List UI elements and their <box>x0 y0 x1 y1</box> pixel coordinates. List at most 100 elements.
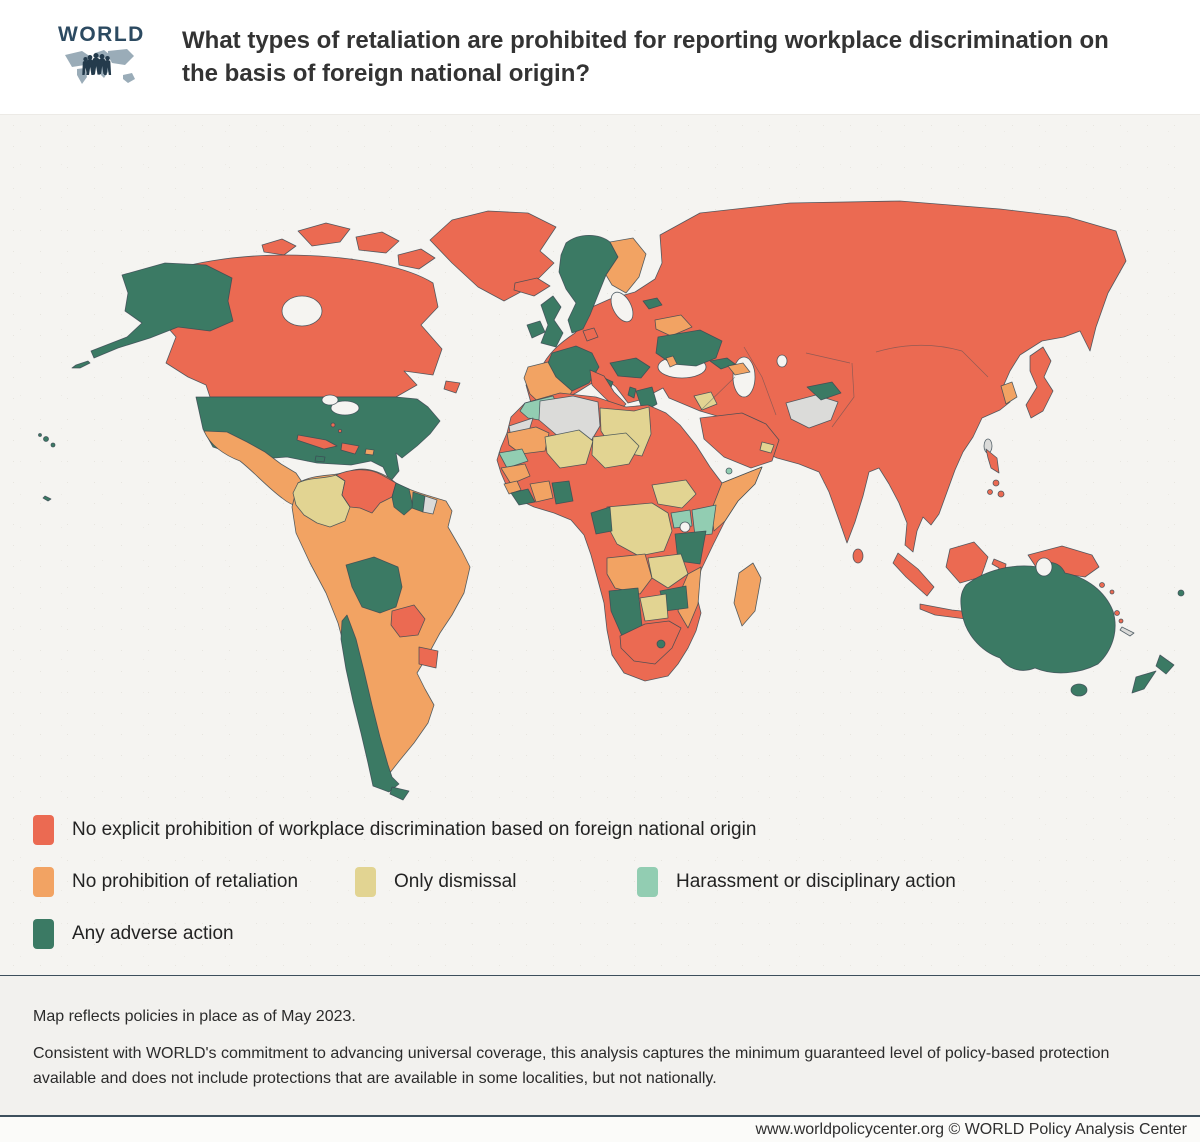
legend-label-no-retaliation: No prohibition of retaliation <box>72 871 299 892</box>
baltic-sea <box>610 291 634 323</box>
legend-row-1: No explicit prohibition of workplace dis… <box>33 815 1200 845</box>
hudson-bay <box>281 295 323 327</box>
legend-label-harassment: Harassment or disciplinary action <box>676 871 956 892</box>
region-ireland <box>526 320 546 339</box>
region-belarus <box>654 314 693 337</box>
region-azerbaijan <box>727 362 751 376</box>
region-south-sudan <box>651 479 697 509</box>
legend-item-only-dismissal: Only dismissal <box>355 867 637 897</box>
legend-label-any-adverse: Any adverse action <box>72 923 234 944</box>
region-paraguay <box>390 604 426 638</box>
region-greenland <box>429 210 557 302</box>
region-gabon-congo <box>590 506 613 535</box>
lake-victoria <box>679 521 691 533</box>
legend-swatch-harassment <box>637 867 658 897</box>
region-philippines <box>985 448 1005 498</box>
legend-swatch-only-dismissal <box>355 867 376 897</box>
region-alaska <box>90 262 234 359</box>
world-map <box>38 200 1185 801</box>
region-french-guiana <box>422 495 438 515</box>
footnote-line2: Consistent with WORLD's commitment to ad… <box>33 1044 1110 1088</box>
region-zambia <box>647 553 689 589</box>
legend-label-no-explicit: No explicit prohibition of workplace dis… <box>72 819 757 840</box>
region-djibouti <box>725 467 733 475</box>
legend-swatch-any-adverse <box>33 919 54 949</box>
region-denmark <box>582 327 599 342</box>
region-chile <box>340 614 400 793</box>
great-lakes <box>330 400 360 416</box>
region-newfoundland <box>443 380 461 394</box>
great-lakes-west <box>321 394 339 406</box>
region-lesotho <box>656 639 666 649</box>
legend-item-harassment: Harassment or disciplinary action <box>637 867 956 897</box>
region-south-korea <box>1000 381 1018 405</box>
region-south-africa <box>619 620 682 665</box>
page-title: What types of retaliation are prohibited… <box>182 24 1109 90</box>
region-pacific-islands <box>42 495 52 502</box>
region-somalia <box>710 466 763 532</box>
region-albania <box>627 386 637 399</box>
region-senegal <box>498 448 529 469</box>
region-uk <box>540 295 564 348</box>
legend-label-only-dismissal: Only dismissal <box>394 871 517 892</box>
legend-item-no-retaliation: No prohibition of retaliation <box>33 867 355 897</box>
region-new-zealand-north <box>1155 654 1175 675</box>
footnote-band: Map reflects policies in place as of May… <box>0 975 1200 1115</box>
region-madagascar <box>733 562 762 627</box>
legend: No explicit prohibition of workplace dis… <box>0 805 1200 949</box>
region-iceland <box>513 277 551 297</box>
legend-row-3: Any adverse action <box>33 919 1200 949</box>
region-jamaica <box>314 455 326 463</box>
world-map-people-icon <box>65 49 135 84</box>
region-sumatra <box>892 552 935 597</box>
region-guyana <box>391 482 414 516</box>
region-kenya <box>691 504 717 537</box>
region-mali <box>544 429 594 469</box>
region-vanuatu <box>1114 610 1124 624</box>
legend-swatch-no-retaliation <box>33 867 54 897</box>
region-angola <box>606 553 653 595</box>
page-title-line1: What types of retaliation are prohibited… <box>182 27 1109 54</box>
header: WORLD What types of retaliation are proh… <box>0 0 1200 115</box>
legend-swatch-no-explicit <box>33 815 54 845</box>
region-new-caledonia <box>1119 626 1135 637</box>
region-georgia <box>709 357 736 370</box>
region-aleutians <box>71 360 91 369</box>
legend-item-any-adverse: Any adverse action <box>33 919 234 949</box>
region-ivory-coast <box>529 480 554 503</box>
region-puerto-rico <box>364 448 375 456</box>
region-venezuela <box>335 469 397 514</box>
region-mauritania <box>506 426 550 455</box>
region-bolivia <box>345 556 403 614</box>
legend-row-2: No prohibition of retaliation Only dismi… <box>33 867 1200 897</box>
region-niger <box>591 432 640 469</box>
region-botswana <box>639 593 669 622</box>
region-new-zealand-south <box>1131 670 1157 694</box>
page-title-line2: the basis of foreign national origin? <box>182 60 591 87</box>
region-moldova <box>665 355 678 368</box>
interior-borders <box>699 344 989 428</box>
legend-item-no-explicit: No explicit prohibition of workplace dis… <box>33 815 756 845</box>
aral-sea <box>776 354 788 368</box>
region-uae <box>759 441 775 454</box>
region-sri-lanka <box>852 548 864 564</box>
region-arabia <box>699 412 780 469</box>
region-cuba <box>296 434 338 450</box>
world-logo-text: WORLD <box>58 23 145 46</box>
region-uruguay <box>418 646 439 669</box>
region-bahamas <box>330 422 342 433</box>
world-logo: WORLD <box>58 23 145 89</box>
region-hawaii <box>38 433 56 448</box>
region-finland <box>605 237 647 294</box>
region-australia <box>960 562 1116 674</box>
region-tasmania <box>1070 683 1088 697</box>
map-section: No explicit prohibition of workplace dis… <box>0 115 1200 975</box>
region-tierra-del-fuego <box>389 786 410 801</box>
credit-text: www.worldpolicycenter.org © WORLD Policy… <box>755 1120 1188 1138</box>
region-guinea <box>500 463 531 485</box>
footnote-line1: Map reflects policies in place as of May… <box>33 1008 356 1025</box>
region-japan <box>1025 346 1054 419</box>
region-algeria <box>538 395 601 447</box>
region-tajikistan <box>806 381 842 401</box>
region-eurasia <box>525 200 1127 553</box>
